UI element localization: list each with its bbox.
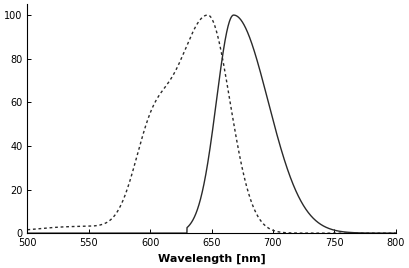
X-axis label: Wavelength [nm]: Wavelength [nm] — [157, 254, 265, 264]
